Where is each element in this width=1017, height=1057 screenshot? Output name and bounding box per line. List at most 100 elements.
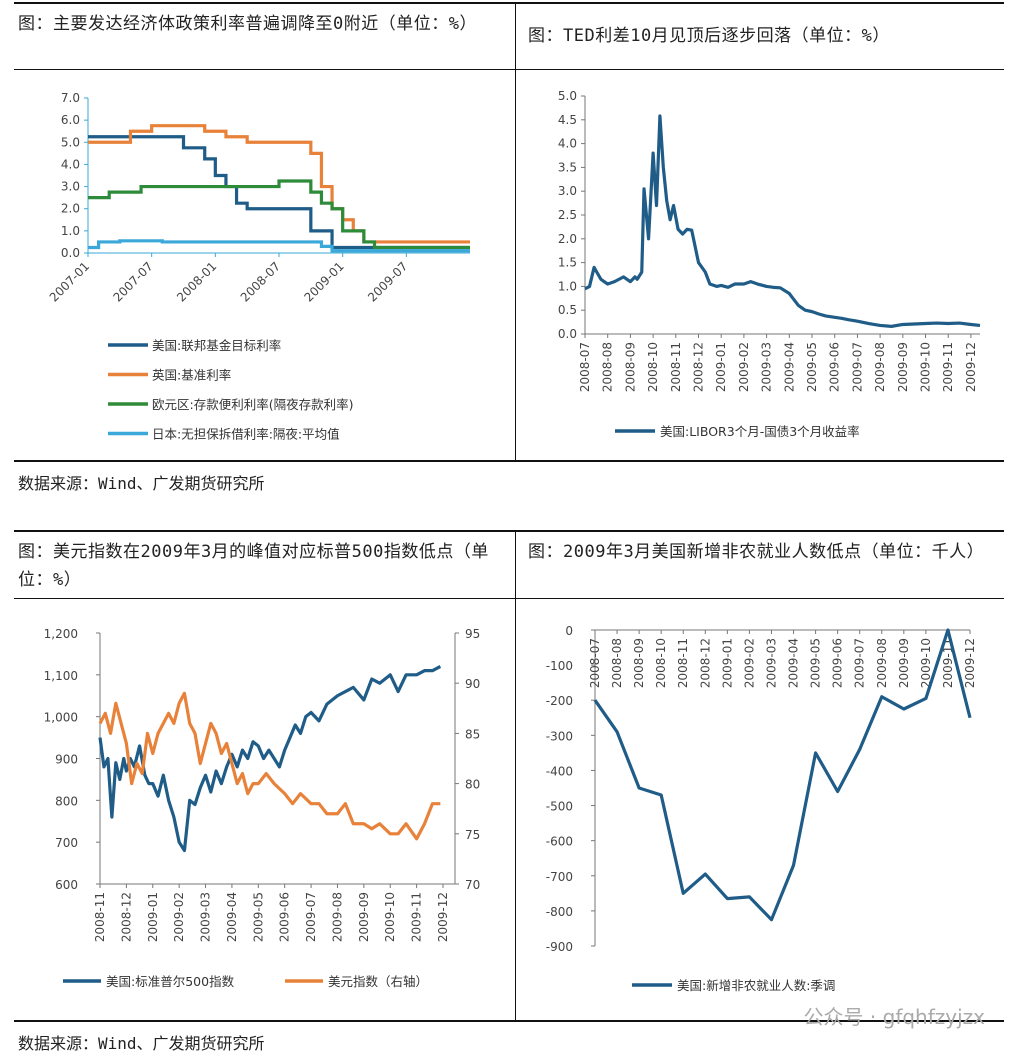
p4-legend-label: 美国:新增非农就业人数:季调	[677, 978, 835, 993]
p2-y-tick-label: 3.0	[558, 184, 577, 198]
p2-x-tick-label: 2008-10	[646, 342, 660, 392]
p2-x-tick-label: 2009-03	[760, 342, 774, 392]
p4-x-tick-label: 2009-11	[941, 638, 955, 688]
p1-x-tick-label: 2008-01	[174, 259, 219, 304]
p1-x-tick-label: 2007-01	[47, 259, 92, 304]
p2-x-tick-label: 2009-12	[964, 342, 978, 392]
p4-x-tick-label: 2008-12	[698, 638, 712, 688]
p2-y-tick-label: 0.0	[558, 327, 577, 341]
p3-x-tick-label: 2009-05	[251, 892, 265, 942]
p3-y-tick-label: 600	[55, 878, 78, 892]
p4-x-tick-label: 2008-09	[632, 638, 646, 688]
p2-y-tick-label: 3.5	[558, 160, 577, 174]
p2-legend-label: 美国:LIBOR3个月-国债3个月收益率	[660, 424, 860, 439]
p4-x-tick-label: 2009-10	[919, 638, 933, 688]
p1-x-tick-label: 2009-01	[301, 259, 346, 304]
header-divider-top	[14, 69, 1004, 70]
p1-legend-label: 欧元区:存款便利利率(隔夜存款利率)	[152, 397, 353, 412]
top-border-2	[14, 530, 1004, 532]
p1-y-tick-label: 7.0	[61, 91, 80, 105]
p4-x-tick-label: 2009-05	[809, 638, 823, 688]
p1-y-tick-label: 0.0	[61, 246, 80, 260]
p3-x-tick-label: 2008-11	[93, 892, 107, 942]
p2-x-tick-label: 2009-05	[805, 342, 819, 392]
p3-y-tick-label: 1,000	[44, 711, 78, 725]
p2-x-tick-label: 2009-04	[782, 342, 796, 392]
p4-x-tick-label: 2008-10	[654, 638, 668, 688]
p3-y-tick-label: 900	[55, 753, 78, 767]
p3-x-tick-label: 2009-10	[383, 892, 397, 942]
p2-y-tick-label: 2.0	[558, 232, 577, 246]
p1-legend-label: 英国:基准利率	[152, 368, 231, 383]
p1-y-tick-label: 4.0	[61, 157, 80, 171]
p4-y-tick-label: -700	[546, 870, 573, 884]
p4-x-tick-label: 2009-02	[742, 638, 756, 688]
panel4-title: 图：2009年3月美国新增非农就业人数低点（单位：千人）	[528, 542, 985, 562]
p1-y-tick-label: 5.0	[61, 135, 80, 149]
p4-y-tick-label: -600	[546, 835, 573, 849]
p4-x-tick-label: 2008-11	[676, 638, 690, 688]
p3-series-line	[98, 665, 442, 853]
p3-x-tick-label: 2009-01	[146, 892, 160, 942]
p3-y2-tick-label: 80	[465, 778, 480, 792]
p1-series-line	[88, 179, 470, 250]
p3-y-tick-label: 800	[55, 794, 78, 808]
p2-x-tick-label: 2008-07	[578, 342, 592, 392]
p3-x-tick-label: 2009-11	[410, 892, 424, 942]
panel-divider-bottom	[515, 530, 516, 1022]
p4-y-tick-label: -100	[546, 659, 573, 673]
p1-x-tick-label: 2007-07	[110, 259, 155, 304]
p2-x-tick-label: 2009-07	[850, 342, 864, 392]
p4-x-tick-label: 2009-04	[787, 638, 801, 688]
p1-y-tick-label: 3.0	[61, 180, 80, 194]
p4-y-tick-label: -300	[546, 729, 573, 743]
panel3-title: 图：美元指数在2009年3月的峰值对应标普500指数低点（单位：%）	[18, 542, 489, 590]
p3-x-tick-label: 2009-08	[330, 892, 344, 942]
p3-legend-label: 美元指数（右轴）	[328, 974, 428, 989]
p2-x-tick-label: 2009-06	[828, 342, 842, 392]
p2-y-tick-label: 1.5	[558, 256, 577, 270]
p3-x-tick-label: 2009-12	[436, 892, 450, 942]
p4-y-tick-label: -800	[546, 905, 573, 919]
p3-x-tick-label: 2009-03	[199, 892, 213, 942]
p3-y-tick-label: 700	[55, 836, 78, 850]
panel2-title: 图：TED利差10月见顶后逐步回落（单位：%）	[528, 26, 890, 46]
p2-x-tick-label: 2008-12	[692, 342, 706, 392]
p4-x-tick-label: 2009-08	[875, 638, 889, 688]
p3-y-tick-label: 1,200	[44, 627, 78, 641]
p2-x-tick-label: 2009-02	[737, 342, 751, 392]
p1-y-tick-label: 2.0	[61, 202, 80, 216]
p2-y-tick-label: 4.5	[558, 113, 577, 127]
watermark: 公众号 · gfqhfzyjzx	[803, 1005, 985, 1029]
header-divider-bottom	[14, 598, 1004, 599]
p2-y-tick-label: 1.0	[558, 279, 577, 293]
p1-y-tick-label: 6.0	[61, 113, 80, 127]
p4-y-tick-label: -200	[546, 694, 573, 708]
p4-x-tick-label: 2009-03	[764, 638, 778, 688]
bottom-border-bottom	[14, 1020, 1004, 1022]
p1-x-tick-label: 2008-07	[238, 259, 283, 304]
top-border	[14, 2, 1004, 4]
p1-legend-label: 美国:联邦基金目标利率	[152, 338, 281, 353]
p4-y-tick-label: 0	[565, 624, 573, 638]
p3-x-tick-label: 2009-09	[357, 892, 371, 942]
p4-y-tick-label: -900	[546, 940, 573, 954]
p3-y2-tick-label: 70	[465, 878, 480, 892]
p2-x-tick-label: 2008-11	[669, 342, 683, 392]
p2-x-tick-label: 2008-09	[623, 342, 637, 392]
p4-x-tick-label: 2008-07	[588, 638, 602, 688]
p3-legend-label: 美国:标准普尔500指数	[106, 974, 235, 989]
p4-y-tick-label: -400	[546, 764, 573, 778]
p3-series-line	[98, 691, 441, 841]
p3-x-tick-label: 2009-02	[172, 892, 186, 942]
p3-y-tick-label: 1,100	[44, 669, 78, 683]
panel-divider-top	[515, 2, 516, 462]
data-source-top: 数据来源：Wind、广发期货研究所	[18, 474, 265, 493]
p4-x-tick-label: 2009-06	[831, 638, 845, 688]
p2-series-line	[584, 114, 981, 328]
p2-x-tick-label: 2009-08	[873, 342, 887, 392]
p4-series-line	[593, 628, 972, 922]
p4-x-tick-label: 2008-08	[610, 638, 624, 688]
p4-x-tick-label: 2009-12	[963, 638, 977, 688]
